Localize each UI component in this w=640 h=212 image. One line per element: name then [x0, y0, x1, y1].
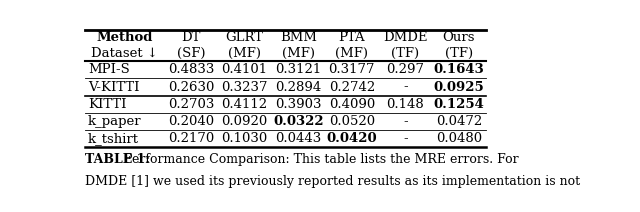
Text: 0.2742: 0.2742 [329, 81, 375, 93]
Text: 0.0322: 0.0322 [273, 115, 324, 128]
Text: 0.0443: 0.0443 [275, 132, 321, 145]
Text: 0.2703: 0.2703 [168, 98, 214, 111]
Text: Ours: Ours [443, 31, 475, 44]
Text: 0.0925: 0.0925 [433, 81, 484, 93]
Text: PTA: PTA [339, 31, 365, 44]
Text: (MF): (MF) [335, 47, 368, 60]
Text: 0.0472: 0.0472 [436, 115, 482, 128]
Text: GLRT: GLRT [226, 31, 264, 44]
Text: DT: DT [181, 31, 201, 44]
Text: 0.4833: 0.4833 [168, 63, 214, 76]
Text: (MF): (MF) [228, 47, 261, 60]
Text: 0.2040: 0.2040 [168, 115, 214, 128]
Text: (MF): (MF) [282, 47, 315, 60]
Text: 0.2894: 0.2894 [275, 81, 321, 93]
Text: 0.0480: 0.0480 [436, 132, 482, 145]
Text: k_paper: k_paper [88, 115, 141, 128]
Text: 0.3903: 0.3903 [275, 98, 321, 111]
Text: 0.0420: 0.0420 [326, 132, 377, 145]
Text: Dataset ↓: Dataset ↓ [91, 47, 158, 60]
Text: 0.297: 0.297 [387, 63, 424, 76]
Text: 0.4112: 0.4112 [221, 98, 268, 111]
Text: (TF): (TF) [445, 47, 473, 60]
Text: 0.1643: 0.1643 [433, 63, 484, 76]
Text: TABLE 1:: TABLE 1: [85, 153, 150, 166]
Text: Performance Comparison: This table lists the MRE errors. For: Performance Comparison: This table lists… [116, 153, 519, 166]
Text: -: - [403, 132, 408, 145]
Text: 0.1254: 0.1254 [433, 98, 484, 111]
Text: 0.0920: 0.0920 [221, 115, 268, 128]
Text: 0.3177: 0.3177 [328, 63, 375, 76]
Text: DMDE [1] we used its previously reported results as its implementation is not: DMDE [1] we used its previously reported… [85, 175, 580, 188]
Text: 0.4090: 0.4090 [329, 98, 375, 111]
Text: 0.0520: 0.0520 [329, 115, 375, 128]
Text: 0.148: 0.148 [387, 98, 424, 111]
Text: -: - [403, 81, 408, 93]
Text: DMDE: DMDE [383, 31, 428, 44]
Text: MPI-S: MPI-S [88, 63, 130, 76]
Text: V-KITTI: V-KITTI [88, 81, 140, 93]
Text: 0.2170: 0.2170 [168, 132, 214, 145]
Text: KITTI: KITTI [88, 98, 127, 111]
Text: 0.3237: 0.3237 [221, 81, 268, 93]
Text: BMM: BMM [280, 31, 317, 44]
Text: 0.4101: 0.4101 [221, 63, 268, 76]
Text: Method: Method [97, 31, 153, 44]
Text: 0.1030: 0.1030 [221, 132, 268, 145]
Text: k_tshirt: k_tshirt [88, 132, 139, 145]
Text: (TF): (TF) [391, 47, 419, 60]
Text: (SF): (SF) [177, 47, 205, 60]
Text: 0.3121: 0.3121 [275, 63, 321, 76]
Text: -: - [403, 115, 408, 128]
Text: 0.2630: 0.2630 [168, 81, 214, 93]
